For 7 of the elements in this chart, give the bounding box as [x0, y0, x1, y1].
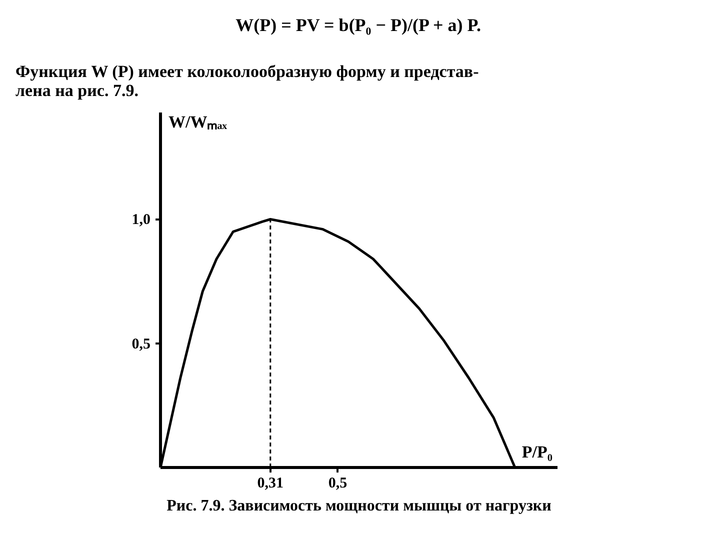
x-axis-title: P/P₀ [522, 442, 553, 462]
x-tick-label: 0,31 [257, 476, 284, 492]
text: W(P) = PV = b(P₀ − P)/(P + a) P. [236, 15, 482, 35]
text: Функция W (P) имеет колоколообразную форму и представ- лена на рис. 7.9. [16, 62, 480, 100]
y-tick-label: 1,0 [132, 212, 150, 228]
y-axis-title: W/Wₘₐₓ [168, 112, 228, 132]
text: Рис. 7.9. Зависимость мощности мышцы от нагрузки [166, 498, 552, 514]
